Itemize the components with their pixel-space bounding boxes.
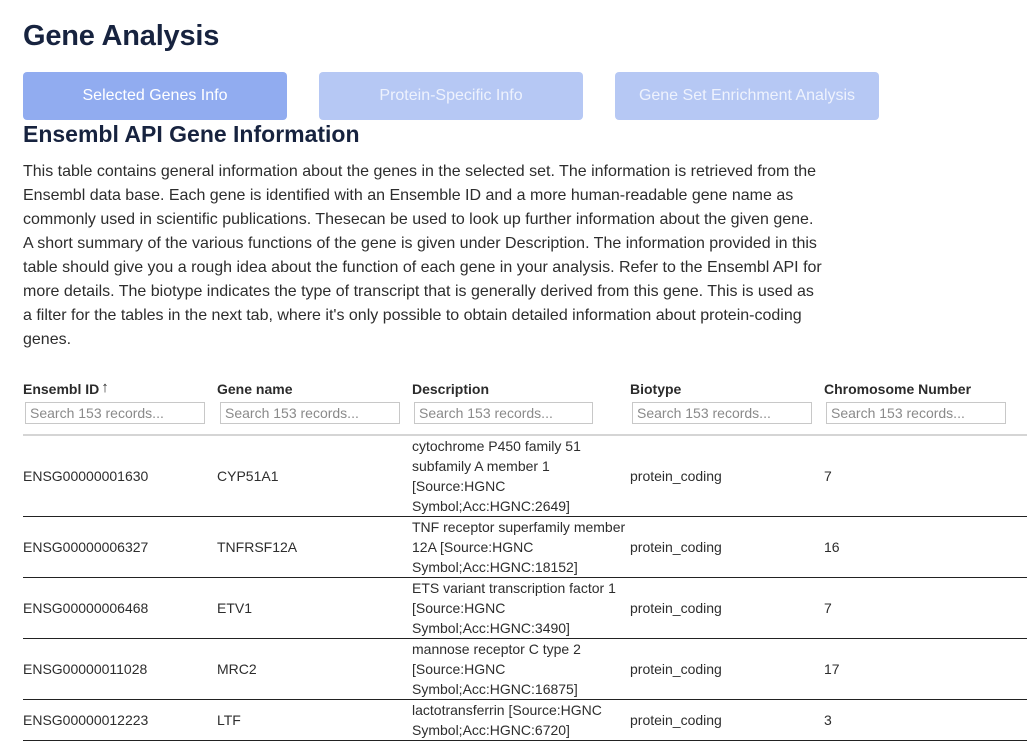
description-cell: mannose receptor C type 2 [Source:HGNC S…	[412, 641, 581, 697]
column-header-label: Ensembl ID	[23, 381, 100, 397]
biotype-cell: protein_coding	[630, 539, 722, 555]
column-header-ensembl-id[interactable]: Ensembl ID ↑	[23, 379, 109, 398]
table-row[interactable]: ENSG00000006468 ETV1 ETS variant transcr…	[23, 578, 1027, 639]
table-row[interactable]: ENSG00000001630 CYP51A1 cytochrome P450 …	[23, 436, 1027, 517]
tab-gene-set-enrichment-analysis[interactable]: Gene Set Enrichment Analysis	[615, 72, 879, 120]
gene-name-cell: CYP51A1	[217, 468, 279, 484]
ensembl-id-cell: ENSG00000012223	[23, 712, 149, 728]
chromosome-cell: 16	[824, 539, 840, 555]
ensembl-id-cell: ENSG00000011028	[23, 661, 148, 677]
column-header-description[interactable]: Description	[412, 381, 490, 397]
ensembl-id-filter-input[interactable]	[25, 402, 205, 424]
column-header-biotype[interactable]: Biotype	[630, 381, 682, 397]
ensembl-id-cell: ENSG00000001630	[23, 468, 149, 484]
description-cell: TNF receptor superfamily member 12A [Sou…	[412, 519, 626, 575]
chromosome-cell: 7	[824, 468, 832, 484]
chromosome-cell: 7	[824, 600, 832, 616]
column-header-chromosome-number[interactable]: Chromosome Number	[824, 381, 972, 397]
gene-name-cell: MRC2	[217, 661, 257, 677]
biotype-cell: protein_coding	[630, 712, 722, 728]
chromosome-filter-input[interactable]	[826, 402, 1006, 424]
chromosome-cell: 17	[824, 661, 840, 677]
tab-protein-specific-info[interactable]: Protein-Specific Info	[319, 72, 583, 120]
biotype-filter-input[interactable]	[632, 402, 812, 424]
biotype-cell: protein_coding	[630, 661, 722, 677]
description-cell: lactotransferrin [Source:HGNC Symbol;Acc…	[412, 702, 602, 738]
column-header-gene-name[interactable]: Gene name	[217, 381, 293, 397]
biotype-cell: protein_coding	[630, 600, 722, 616]
gene-name-cell: LTF	[217, 712, 241, 728]
ensembl-id-cell: ENSG00000006327	[23, 539, 149, 555]
gene-name-filter-input[interactable]	[220, 402, 400, 424]
page-title: Gene Analysis	[23, 20, 220, 52]
chromosome-cell: 3	[824, 712, 832, 728]
description-filter-input[interactable]	[414, 402, 593, 424]
table-row[interactable]: ENSG00000006327 TNFRSF12A TNF receptor s…	[23, 517, 1027, 578]
arrow-up-icon[interactable]: ↑	[101, 379, 109, 396]
ensembl-id-cell: ENSG00000006468	[23, 600, 149, 616]
gene-name-cell: TNFRSF12A	[217, 539, 298, 555]
tab-selected-genes-info[interactable]: Selected Genes Info	[23, 72, 287, 120]
tab-bar: Selected Genes Info Protein-Specific Inf…	[23, 72, 923, 120]
table-row[interactable]: ENSG00000012223 LTF lactotransferrin [So…	[23, 700, 1027, 741]
section-description: This table contains general information …	[23, 163, 822, 348]
description-cell: cytochrome P450 family 51 subfamily A me…	[412, 438, 581, 514]
header-divider	[23, 434, 1027, 436]
table-row[interactable]: ENSG00000011028 MRC2 mannose receptor C …	[23, 639, 1027, 700]
gene-name-cell: ETV1	[217, 600, 253, 616]
biotype-cell: protein_coding	[630, 468, 722, 484]
description-cell: ETS variant transcription factor 1 [Sour…	[412, 580, 616, 636]
section-title: Ensembl API Gene Information	[23, 121, 360, 147]
